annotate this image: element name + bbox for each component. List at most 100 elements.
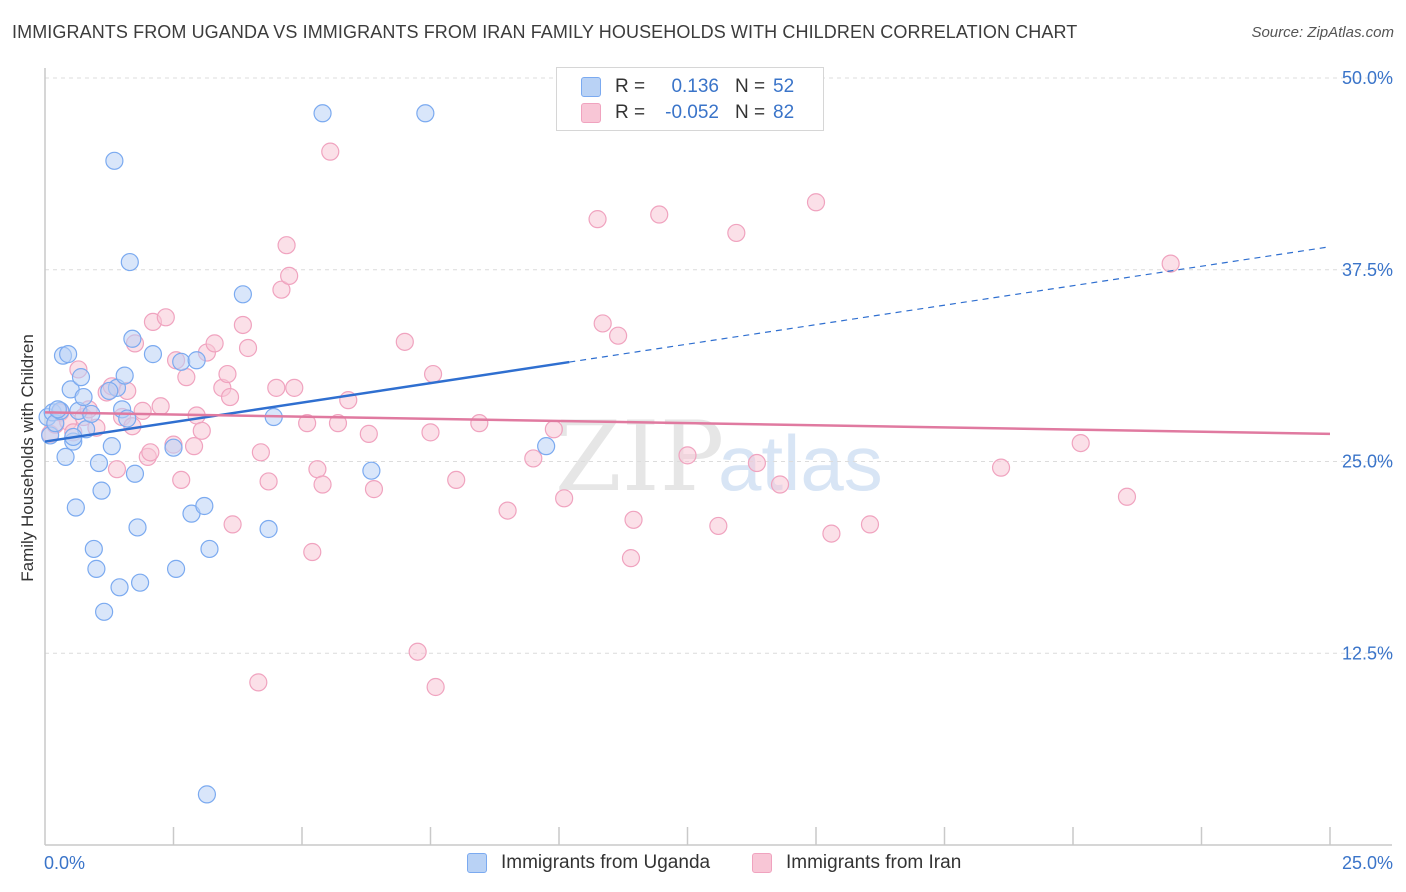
uganda-point <box>197 785 217 804</box>
iran-point <box>678 446 697 465</box>
iran-point <box>408 642 427 661</box>
uganda-point <box>233 285 252 304</box>
uganda-point <box>416 104 435 123</box>
uganda-point <box>259 519 278 539</box>
n-label: N = <box>735 76 766 97</box>
iran-point <box>223 515 242 534</box>
iran-point <box>860 515 880 534</box>
uganda-point <box>95 602 114 621</box>
iran-point <box>395 332 414 351</box>
iran-point <box>447 470 466 490</box>
watermark: ZIP atlas <box>555 401 883 513</box>
iran-point <box>205 334 224 353</box>
iran-point <box>359 424 378 443</box>
iran-point <box>1161 254 1180 273</box>
iran-point <box>298 414 317 433</box>
iran-point <box>709 516 728 536</box>
uganda-point <box>123 329 142 348</box>
uganda-r-value: 0.136 <box>671 76 719 97</box>
uganda-point <box>56 447 75 466</box>
iran-legend-swatch <box>752 853 772 873</box>
uganda-point <box>128 518 147 537</box>
uganda-point <box>313 104 332 123</box>
iran-point <box>806 193 826 212</box>
watermark-zip: ZIP <box>555 401 724 513</box>
iran-point <box>156 308 175 327</box>
iran-point <box>544 420 563 439</box>
iran-point <box>426 677 445 697</box>
iran-point <box>133 401 152 420</box>
uganda-swatch <box>581 77 601 97</box>
iran-point <box>251 443 270 462</box>
uganda-point <box>74 387 93 407</box>
iran-point <box>822 524 841 543</box>
uganda-point <box>48 400 67 419</box>
uganda-n-value: 52 <box>773 76 795 97</box>
y-axis-label: Family Households with Children <box>18 334 37 582</box>
iran-r-value: -0.052 <box>665 102 719 123</box>
iran-point <box>621 549 641 568</box>
uganda-point <box>59 345 78 364</box>
uganda-point <box>84 539 103 559</box>
uganda-point <box>200 539 219 559</box>
chart-title: IMMIGRANTS FROM UGANDA VS IMMIGRANTS FRO… <box>12 22 1078 42</box>
uganda-point <box>537 437 556 456</box>
uganda-point <box>105 151 124 170</box>
iran-point <box>285 378 304 397</box>
iran-point <box>747 453 766 473</box>
series-legend: Immigrants from Uganda Immigrants from I… <box>0 852 1406 876</box>
uganda-point <box>187 351 206 370</box>
iran-point <box>313 475 332 494</box>
iran-point <box>249 673 268 692</box>
iran-swatch <box>581 103 601 123</box>
iran-point <box>321 142 340 161</box>
uganda-legend-label: Immigrants from Uganda <box>501 852 711 873</box>
iran-n-value: 82 <box>773 102 795 123</box>
iran-point <box>218 364 237 384</box>
uganda-point <box>120 252 139 272</box>
watermark-atlas: atlas <box>718 419 883 507</box>
iran-point <box>233 315 252 335</box>
stats-legend: R = 0.136 N = 52 R = -0.052 N = 82 <box>556 67 824 131</box>
iran-point <box>770 475 790 494</box>
iran-point <box>151 397 170 416</box>
iran-point <box>421 423 440 442</box>
source-credit: Source: ZipAtlas.com <box>1251 24 1394 41</box>
uganda-point <box>125 464 145 483</box>
iran-point <box>220 387 240 407</box>
uganda-point <box>115 366 134 385</box>
uganda-point <box>143 345 163 364</box>
uganda-point <box>102 437 121 456</box>
iran-point <box>303 542 322 562</box>
uganda-point <box>172 352 191 371</box>
uganda-trend-extension <box>569 246 1331 363</box>
gridlines <box>45 77 1392 654</box>
iran-trend-line <box>44 411 1331 436</box>
iran-point <box>727 223 746 243</box>
iran-point <box>172 470 191 490</box>
iran-point <box>280 266 299 285</box>
iran-point <box>107 460 127 479</box>
iran-point <box>364 480 384 499</box>
legend-row-iran: R = -0.052 N = 82 <box>581 101 794 125</box>
uganda-point <box>92 481 111 500</box>
iran-point <box>328 414 348 433</box>
iran-point <box>308 460 327 479</box>
iran-point <box>238 338 258 358</box>
iran-point <box>555 489 574 508</box>
iran-point <box>609 326 628 345</box>
uganda-point <box>66 498 85 517</box>
uganda-legend-swatch <box>467 853 487 873</box>
iran-point <box>423 364 443 384</box>
iran-point <box>1117 487 1137 506</box>
iran-point <box>277 236 296 255</box>
x-tick-label-max: 25.0% <box>1342 853 1393 873</box>
iran-point <box>650 205 669 224</box>
uganda-point <box>110 578 129 597</box>
uganda-point <box>164 438 183 457</box>
y-tick-label: 25.0% <box>1342 452 1393 472</box>
axes <box>44 68 1392 846</box>
y-tick-label: 12.5% <box>1342 643 1393 663</box>
iran-point <box>624 510 643 529</box>
